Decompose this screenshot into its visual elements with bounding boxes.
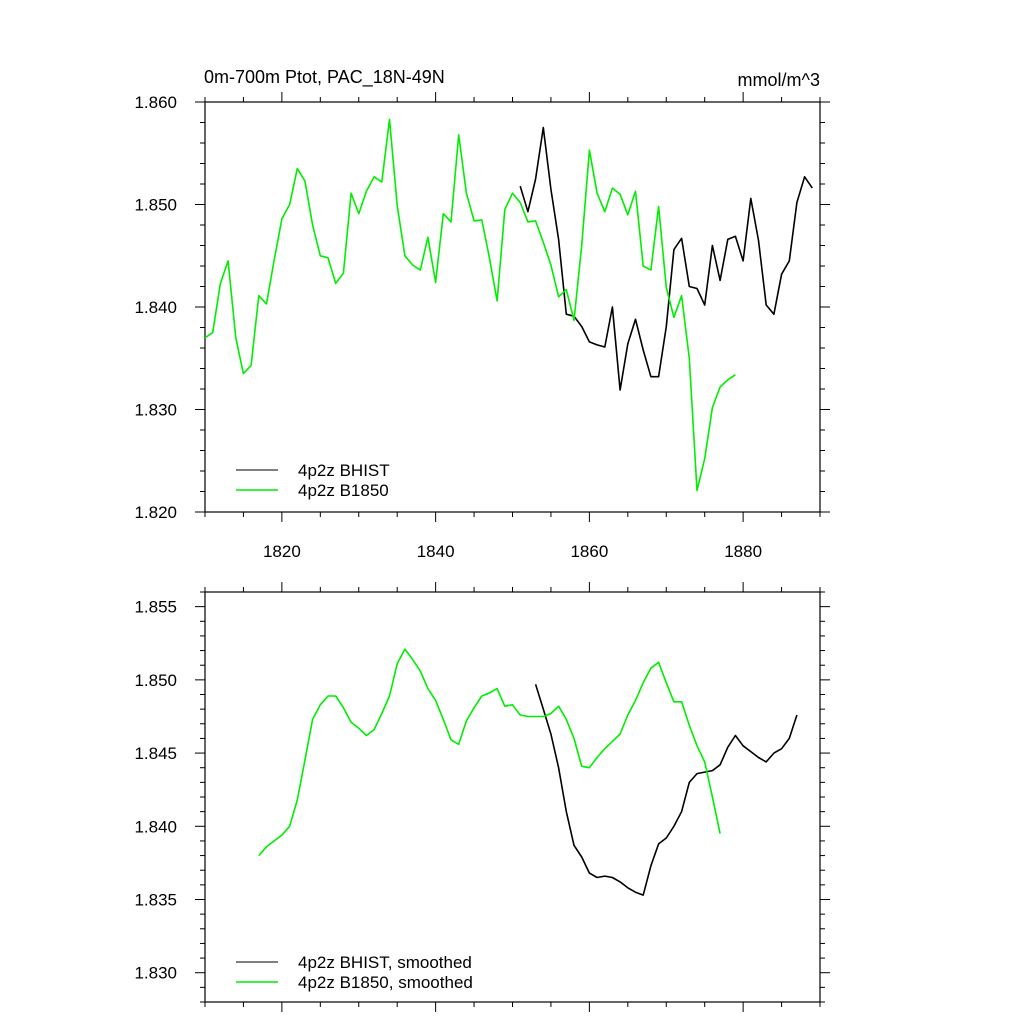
y-tick-label: 1.840 bbox=[134, 298, 177, 317]
bottom-legend: 4p2z BHIST, smoothed 4p2z B1850, smoothe… bbox=[236, 953, 473, 992]
chart-title: 0m-700m Ptot, PAC_18N-49N bbox=[204, 67, 445, 88]
y-tick-label: 1.855 bbox=[134, 598, 177, 617]
bottom-axes: 1.830 1.835 1.840 1.845 1.850 1.855 bbox=[134, 582, 830, 1012]
legend-label-bhist: 4p2z BHIST bbox=[298, 461, 390, 480]
x-tick-label: 1820 bbox=[263, 542, 301, 561]
y-tick-label: 1.840 bbox=[134, 817, 177, 836]
y-tick-label: 1.835 bbox=[134, 891, 177, 910]
y-tick-label: 1.830 bbox=[134, 401, 177, 420]
y-tick-label: 1.850 bbox=[134, 196, 177, 215]
top-panel: 0m-700m Ptot, PAC_18N-49N mmol/m^3 1820 1… bbox=[134, 67, 830, 561]
series-line-b1850 bbox=[204, 118, 736, 492]
top-series bbox=[204, 118, 813, 492]
top-legend: 4p2z BHIST 4p2z B1850 bbox=[236, 461, 390, 500]
top-axes: 1820 1840 1860 1880 1.820 1.830 1.840 1.850 1.86… bbox=[134, 92, 830, 561]
legend-label-b1850: 4p2z B1850 bbox=[298, 481, 389, 500]
series-line-bhist bbox=[519, 126, 813, 391]
y-tick-label: 1.845 bbox=[134, 744, 177, 763]
y-tick-label: 1.830 bbox=[134, 964, 177, 983]
x-tick-label: 1860 bbox=[570, 542, 608, 561]
y-tick-label: 1.850 bbox=[134, 671, 177, 690]
bottom-series bbox=[258, 648, 798, 896]
bottom-panel: 1.830 1.835 1.840 1.845 1.850 1.855 4p2z BHIS… bbox=[134, 582, 830, 1012]
y-tick-label: 1.860 bbox=[134, 93, 177, 112]
legend-label-bhist-smoothed: 4p2z BHIST, smoothed bbox=[298, 953, 472, 972]
x-tick-label: 1840 bbox=[417, 542, 455, 561]
legend-label-b1850-smoothed: 4p2z B1850, smoothed bbox=[298, 973, 473, 992]
plot-frame bbox=[204, 101, 821, 513]
units-label: mmol/m^3 bbox=[738, 70, 820, 90]
series-line-bhist bbox=[534, 684, 798, 896]
x-tick-label: 1880 bbox=[724, 542, 762, 561]
series-line-b1850 bbox=[258, 648, 721, 857]
y-tick-label: 1.820 bbox=[134, 503, 177, 522]
